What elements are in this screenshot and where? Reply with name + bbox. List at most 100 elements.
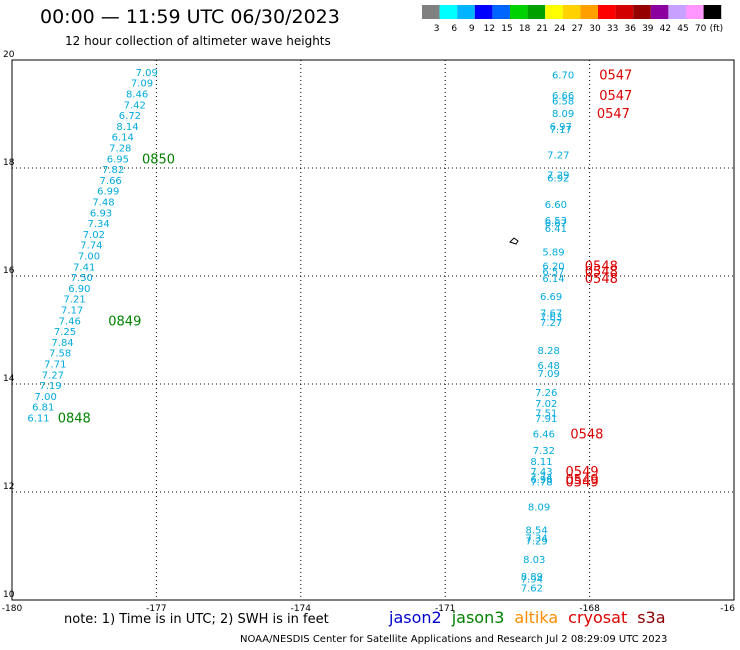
color-scale-label: 15 — [501, 24, 512, 34]
x-tick-label: -168 — [579, 604, 600, 614]
y-tick-label: 10 — [3, 590, 15, 600]
color-swatch — [668, 5, 686, 19]
x-tick-label: -180 — [2, 604, 23, 614]
color-scale-label: 3 — [434, 24, 440, 34]
color-swatch — [633, 5, 651, 19]
color-scale-label: 36 — [624, 24, 636, 34]
time-stamp-label: 0849 — [108, 314, 141, 329]
wave-height-label: 7.82 — [102, 165, 124, 176]
wave-height-label: 7.00 — [78, 251, 100, 262]
wave-height-label: 7.46 — [59, 316, 81, 327]
time-stamp-label: 0547 — [599, 69, 632, 84]
wave-height-label: 7.25 — [54, 327, 76, 338]
color-swatch — [615, 5, 634, 19]
color-scale-label: 70 — [695, 24, 707, 34]
x-tick-label: -171 — [435, 604, 455, 614]
wave-height-labels: 7.097.098.467.426.728.146.147.286.957.82… — [27, 68, 574, 595]
wave-height-label: 7.29 — [547, 170, 569, 181]
legend-item-cryosat: cryosat — [568, 608, 628, 627]
color-scale-label: 9 — [469, 24, 475, 34]
color-scale-label: 45 — [677, 24, 688, 34]
wave-height-label: 6.97 — [550, 122, 572, 133]
wave-height-label: 8.54 — [526, 525, 548, 536]
wave-height-label: 6.58 — [552, 97, 574, 108]
color-swatch — [422, 5, 440, 19]
color-swatch — [580, 5, 598, 19]
legend-item-altika: altika — [514, 608, 559, 627]
legend-item-s3a: s3a — [637, 608, 666, 627]
time-stamp-label: 0548 — [585, 260, 618, 275]
wave-height-label: 7.02 — [535, 399, 557, 410]
wave-height-label: 6.48 — [538, 361, 560, 372]
wave-height-label: 7.94 — [521, 574, 543, 585]
wave-height-label: 6.70 — [552, 71, 574, 82]
color-scale-label: 21 — [536, 24, 547, 34]
color-swatch — [686, 5, 704, 19]
wave-height-label: 7.91 — [535, 414, 557, 425]
y-tick-label: 12 — [3, 482, 14, 492]
footer-credit: NOAA/NESDIS Center for Satellite Applica… — [240, 634, 668, 645]
wave-height-label: 6.96 — [530, 475, 552, 486]
color-scale-label: 6 — [451, 24, 457, 34]
wave-height-label: 7.51 — [535, 409, 557, 420]
wave-height-label: 7.26 — [535, 388, 557, 399]
color-scale-bar: 3 6 9 12 15 18 21 24 27 30 33 36 39 42 45 70 (ft) — [422, 5, 723, 34]
wave-height-label: 7.19 — [39, 381, 61, 392]
wave-height-label: 6.41 — [545, 224, 567, 235]
wave-height-label: 7.84 — [51, 338, 73, 349]
color-swatch — [474, 5, 493, 19]
wave-height-label: 6.92 — [547, 174, 569, 185]
color-scale-label: 30 — [589, 24, 601, 34]
color-scale-label: 39 — [642, 24, 654, 34]
color-scale-label: 12 — [484, 24, 495, 34]
wave-height-label: 6.99 — [97, 187, 119, 198]
wave-height-label: 6.53 — [545, 216, 567, 227]
y-tick-label: 20 — [3, 50, 15, 60]
color-swatch — [562, 5, 581, 19]
satellite-legend: jason2 jason3 altika cryosat s3a — [389, 608, 676, 627]
wave-height-label: 8.09 — [528, 503, 550, 514]
wave-height-label: 8.46 — [126, 89, 148, 100]
color-swatch — [457, 5, 475, 19]
color-scale-label: 33 — [607, 24, 618, 34]
grid-lines — [12, 60, 734, 600]
island-marker — [509, 237, 519, 245]
wave-height-label: 6.90 — [68, 284, 90, 295]
wave-height-label: 7.63 — [540, 313, 562, 324]
wave-height-label: 8.09 — [552, 109, 574, 120]
wave-height-label: 8.03 — [523, 555, 545, 566]
time-stamp-label: 0848 — [58, 411, 91, 426]
color-scale-label: 18 — [519, 24, 531, 34]
wave-height-label: 6.20 — [542, 262, 564, 273]
x-tick-label: -174 — [291, 604, 312, 614]
wave-height-label: 7.09 — [136, 68, 158, 79]
color-swatch — [510, 5, 528, 19]
wave-height-label: 6.69 — [540, 292, 562, 303]
wave-height-label: 8.11 — [530, 457, 552, 468]
time-stamp-label: 0549 — [566, 465, 599, 480]
y-tick-label: 18 — [3, 158, 15, 168]
time-stamp-label: 0547 — [599, 89, 632, 104]
x-tick-label: -177 — [146, 604, 166, 614]
wave-height-label: 7.32 — [533, 446, 555, 457]
wave-height-label: 6.95 — [107, 154, 129, 165]
wave-height-label: 7.27 — [42, 370, 64, 381]
x-tick-label: -16 — [720, 604, 735, 614]
wave-height-label: 6.67 — [545, 219, 567, 230]
wave-height-label: 7.48 — [92, 197, 114, 208]
color-scale-label: 24 — [554, 24, 566, 34]
wave-height-label: 8.28 — [538, 346, 560, 357]
wave-height-label: 7.02 — [83, 230, 105, 241]
color-scale-label: 42 — [660, 24, 671, 34]
time-stamp-label: 0548 — [585, 272, 618, 287]
time-stamp-labels: 0850084908480547054705470548054805480548… — [58, 69, 633, 491]
wave-height-label: 7.29 — [526, 537, 548, 548]
color-scale-label: 27 — [572, 24, 583, 34]
wave-height-label: 6.72 — [119, 111, 141, 122]
wave-height-label: 7.41 — [73, 262, 95, 273]
wave-height-label: 7.43 — [530, 467, 552, 478]
wave-height-label: 7.50 — [71, 273, 93, 284]
wave-height-label: 7.34 — [526, 533, 548, 544]
wave-height-label: 8.14 — [116, 122, 138, 133]
